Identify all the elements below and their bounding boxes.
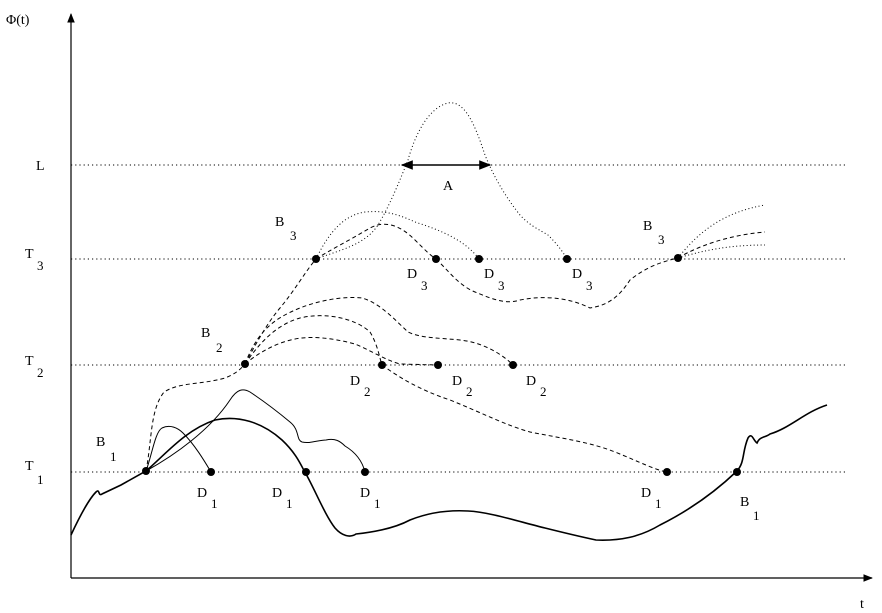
label-D2-a: D 2 — [350, 374, 371, 399]
svg-text:D: D — [641, 486, 651, 501]
svg-text:2: 2 — [466, 384, 473, 399]
level-label-L: L — [36, 159, 45, 174]
dashed-path-B2-D2b — [244, 337, 439, 366]
point-D3-a — [432, 255, 440, 263]
dotted-path-B3-right-upper — [677, 204, 766, 259]
label-D1-b: D 1 — [272, 486, 293, 511]
label-D1-a: D 1 — [197, 486, 218, 511]
svg-text:T: T — [25, 459, 34, 474]
dashed-path-B1-B2 — [145, 363, 246, 472]
svg-text:3: 3 — [290, 228, 297, 243]
dashed-path-B2-D2a — [244, 315, 383, 366]
svg-text:D: D — [350, 374, 360, 389]
dashed-path-B3-excursion — [435, 257, 679, 309]
dashed-path-B3-D3a — [315, 223, 437, 260]
point-D3-c — [563, 255, 571, 263]
label-D1-d: D 1 — [641, 486, 662, 511]
point-D2-a — [378, 361, 386, 369]
point-D1-d — [663, 468, 671, 476]
svg-text:D: D — [572, 267, 582, 282]
label-B3-left: B 3 — [275, 215, 297, 243]
svg-text:3: 3 — [421, 278, 428, 293]
svg-text:B: B — [96, 435, 105, 450]
label-B1-right: B 1 — [740, 495, 760, 523]
svg-text:D: D — [526, 374, 536, 389]
svg-text:B: B — [275, 215, 284, 230]
main-trajectory — [70, 404, 828, 541]
label-D1-c: D 1 — [360, 486, 381, 511]
svg-text:2: 2 — [37, 365, 44, 380]
point-B1-left — [142, 467, 150, 475]
label-D3-c: D 3 — [572, 267, 593, 293]
point-D2-b — [434, 361, 442, 369]
annotation-A: A — [443, 179, 454, 194]
dashed-path-B2-D1 — [381, 364, 668, 473]
svg-text:3: 3 — [37, 258, 44, 273]
point-D1-a — [207, 468, 215, 476]
svg-text:B: B — [201, 326, 210, 341]
svg-text:T: T — [25, 354, 34, 369]
point-D3-b — [475, 255, 483, 263]
svg-text:2: 2 — [540, 384, 547, 399]
svg-text:B: B — [643, 219, 652, 234]
svg-text:3: 3 — [586, 278, 593, 293]
x-axis-label: t — [860, 597, 864, 612]
svg-text:D: D — [360, 486, 370, 501]
solid-excursion-2 — [145, 389, 366, 473]
level-label-T1: T 1 — [25, 459, 44, 487]
svg-text:2: 2 — [364, 384, 371, 399]
svg-text:2: 2 — [216, 340, 223, 355]
y-axis-label: Φ(t) — [6, 13, 30, 28]
svg-text:D: D — [452, 374, 462, 389]
level-label-T3: T 3 — [25, 247, 44, 273]
point-B1-right — [733, 468, 741, 476]
point-D2-c — [509, 361, 517, 369]
svg-text:1: 1 — [211, 496, 218, 511]
label-B3-right: B 3 — [643, 219, 665, 247]
svg-text:D: D — [484, 267, 494, 282]
label-D2-c: D 2 — [526, 374, 547, 399]
point-D1-b — [302, 468, 310, 476]
dashed-path-B2-B3 — [244, 258, 317, 365]
svg-text:T: T — [25, 247, 34, 262]
solid-excursion-1 — [145, 425, 212, 473]
svg-text:1: 1 — [110, 449, 117, 464]
level-label-T2: T 2 — [25, 354, 44, 380]
svg-text:1: 1 — [286, 496, 293, 511]
point-B2 — [241, 360, 249, 368]
dashed-path-B3-right — [677, 231, 766, 259]
svg-text:B: B — [740, 495, 749, 510]
label-B2: B 2 — [201, 326, 223, 355]
point-B3-right — [674, 254, 682, 262]
label-D3-a: D 3 — [407, 267, 428, 293]
label-D3-b: D 3 — [484, 267, 505, 293]
svg-text:3: 3 — [498, 278, 505, 293]
svg-text:1: 1 — [374, 496, 381, 511]
dotted-path-B3-D3b — [315, 211, 480, 260]
dashed-path-B2-D2c — [244, 297, 514, 366]
point-B3-left — [312, 255, 320, 263]
svg-text:D: D — [272, 486, 282, 501]
svg-text:3: 3 — [658, 232, 665, 247]
point-D1-c — [361, 468, 369, 476]
svg-text:1: 1 — [655, 496, 662, 511]
label-D2-b: D 2 — [452, 374, 473, 399]
svg-text:1: 1 — [37, 472, 44, 487]
svg-text:1: 1 — [753, 508, 760, 523]
svg-text:D: D — [407, 267, 417, 282]
svg-text:D: D — [197, 486, 207, 501]
label-B1-left: B 1 — [96, 435, 117, 464]
dotted-path-B3-L-excursion — [315, 102, 568, 260]
